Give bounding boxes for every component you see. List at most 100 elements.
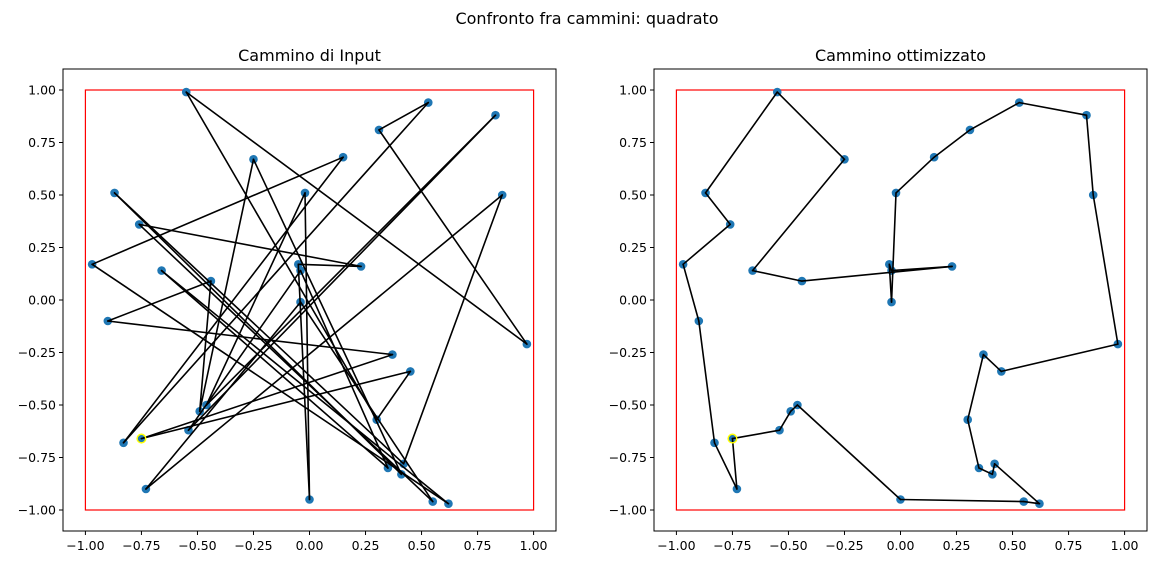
- y-tick-label: 1.00: [619, 83, 647, 98]
- figure-suptitle: Confronto fra cammini: quadrato: [455, 9, 718, 28]
- y-tick-label: 0.50: [28, 188, 56, 203]
- x-tick-label: 0.25: [352, 538, 380, 553]
- y-tick-label: 1.00: [28, 83, 56, 98]
- y-tick-label: 0.00: [619, 293, 647, 308]
- panel-input-path: Cammino di Input −1.00 −0.75 −0.50 −0.25 0.00…: [18, 46, 557, 553]
- x-tick-label: 0.75: [1055, 538, 1083, 553]
- path-segment: [187, 269, 302, 432]
- y-tick-label: 0.00: [28, 293, 56, 308]
- panel-optimized-path: Cammino ottimizzato −1.00 −0.75 −0.50 −0.25 0…: [609, 46, 1148, 553]
- path-segment: [1018, 101, 1088, 116]
- path-segment: [91, 263, 450, 505]
- path-segment: [698, 320, 716, 444]
- start-point-marker: [136, 433, 147, 444]
- axes-frame: [653, 68, 1148, 532]
- y-tick-label: −0.50: [609, 398, 647, 413]
- path-segment: [993, 462, 1041, 505]
- x-tick-label: 1.00: [1111, 538, 1139, 553]
- path-segment: [198, 280, 212, 413]
- path-segment: [145, 194, 504, 490]
- path-segment: [704, 91, 779, 194]
- path-segment: [187, 114, 497, 432]
- x-tick-label: −0.75: [122, 538, 160, 553]
- path-segment: [778, 410, 792, 432]
- path-segment: [704, 192, 731, 226]
- path-segment: [751, 158, 846, 272]
- path-segment: [966, 418, 980, 469]
- x-tick-label: 0.25: [943, 538, 971, 553]
- x-tick-label: 0.50: [408, 538, 436, 553]
- y-tick-label: 0.25: [28, 240, 56, 255]
- start-point-marker: [727, 433, 738, 444]
- path-segment: [299, 269, 389, 469]
- path-segment: [731, 437, 738, 490]
- path-segment: [378, 101, 430, 131]
- path-segment: [888, 263, 893, 303]
- path-segment: [801, 265, 953, 282]
- path-segment: [982, 353, 1003, 373]
- y-tick-label: 0.75: [28, 135, 56, 150]
- path-segment: [375, 370, 412, 421]
- path-segment: [107, 320, 394, 356]
- x-tick-label: −0.25: [234, 538, 272, 553]
- x-tick-label: −1.00: [657, 538, 695, 553]
- path-segment: [122, 156, 344, 444]
- path-segment: [731, 429, 781, 440]
- path-segment: [969, 101, 1021, 131]
- path-segment: [198, 158, 255, 413]
- path-segment: [304, 192, 311, 501]
- path-segment: [888, 263, 893, 272]
- path-segment: [160, 269, 450, 505]
- path-segment: [796, 404, 902, 501]
- path-segment: [91, 156, 344, 266]
- path-segment: [122, 101, 430, 444]
- y-tick-label: 0.25: [619, 240, 647, 255]
- y-tick-label: −0.75: [18, 450, 56, 465]
- y-tick-label: −1.00: [609, 503, 647, 518]
- x-tick-label: −0.25: [825, 538, 863, 553]
- path-segment: [297, 263, 311, 501]
- path-segment: [966, 353, 985, 421]
- path-segment: [107, 280, 212, 322]
- x-tick-label: −0.50: [178, 538, 216, 553]
- path-segment: [751, 269, 803, 282]
- path-segment: [899, 498, 1025, 503]
- path-segment: [789, 404, 799, 413]
- x-tick-label: 1.00: [520, 538, 548, 553]
- path-segment: [933, 129, 971, 158]
- plot-title: Cammino di Input: [238, 46, 381, 65]
- path-segment: [140, 370, 412, 440]
- path-segment: [138, 223, 362, 268]
- path-segment: [185, 91, 378, 421]
- plot-title: Cammino ottimizzato: [815, 46, 986, 65]
- x-tick-label: 0.75: [464, 538, 492, 553]
- y-tick-label: 0.75: [619, 135, 647, 150]
- boundary-square: [675, 89, 1126, 511]
- path-segment: [378, 129, 528, 345]
- path-segment: [776, 91, 846, 161]
- path-segment: [138, 223, 434, 503]
- x-tick-label: 0.00: [296, 538, 324, 553]
- path-segment: [1085, 114, 1095, 196]
- y-tick-label: −0.25: [18, 345, 56, 360]
- path-segment: [1022, 500, 1041, 505]
- x-tick-label: −1.00: [66, 538, 104, 553]
- x-tick-label: −0.50: [769, 538, 807, 553]
- x-tick-label: −0.75: [713, 538, 751, 553]
- x-tick-label: 0.50: [999, 538, 1027, 553]
- path-segment: [890, 192, 897, 303]
- y-tick-label: −0.25: [609, 345, 647, 360]
- path-segment: [1092, 194, 1119, 345]
- path-segment: [991, 462, 996, 476]
- path-segment: [1000, 343, 1119, 373]
- x-tick-label: 0.00: [887, 538, 915, 553]
- path-segment: [252, 158, 403, 476]
- path-segment: [140, 353, 394, 440]
- boundary-square: [84, 89, 535, 511]
- path-segment: [402, 194, 504, 465]
- path-segment: [978, 467, 994, 476]
- y-tick-label: 0.50: [619, 188, 647, 203]
- path-segment: [185, 91, 528, 345]
- path-segment: [895, 156, 935, 194]
- path-segment: [160, 269, 389, 469]
